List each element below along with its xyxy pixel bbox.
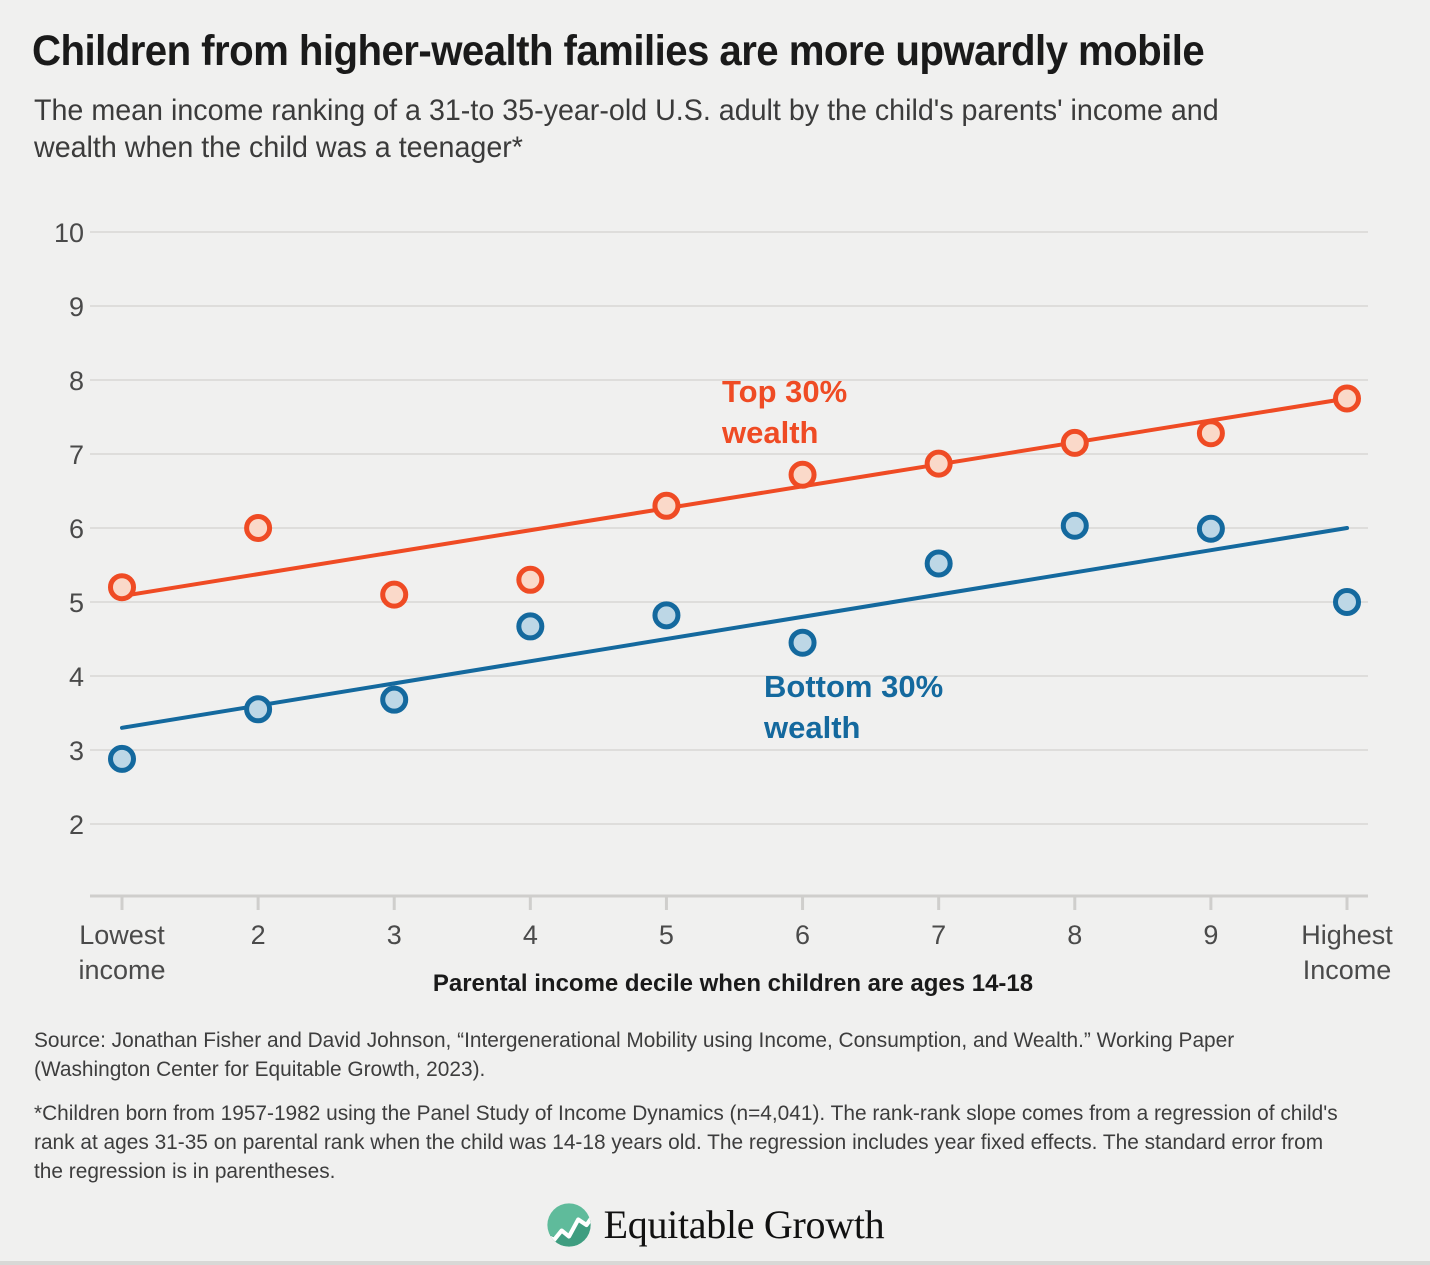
x-tick-label: Highest Income bbox=[1301, 920, 1393, 985]
y-tick-label: 4 bbox=[69, 662, 84, 692]
data-point bbox=[1060, 428, 1089, 457]
data-point bbox=[1196, 419, 1225, 448]
data-point bbox=[380, 580, 409, 609]
data-point bbox=[924, 449, 953, 478]
x-tick-label: Lowest income bbox=[78, 920, 165, 985]
y-tick-label: 5 bbox=[69, 588, 84, 618]
logo-wordmark: Equitable Growth bbox=[603, 1202, 885, 1247]
data-point bbox=[788, 460, 817, 489]
source-text: Source: Jonathan Fisher and David Johnso… bbox=[34, 1028, 1235, 1081]
x-tick-label: 5 bbox=[659, 920, 674, 950]
data-point bbox=[516, 612, 545, 641]
y-tick-label: 9 bbox=[69, 292, 84, 322]
data-point bbox=[924, 549, 953, 578]
page-subtitle: The mean income ranking of a 31-to 35-ye… bbox=[34, 94, 1219, 164]
data-point bbox=[1060, 511, 1089, 540]
y-tick-label: 8 bbox=[69, 366, 84, 396]
series-annotations: Top 30% wealth Bottom 30% wealth bbox=[721, 374, 943, 745]
data-point bbox=[1333, 588, 1361, 616]
equitable-growth-chart-circle-logo bbox=[547, 1203, 591, 1247]
x-axis-tick-labels: Lowest income 2 3 4 5 6 7 8 9 Highest Income bbox=[78, 920, 1393, 985]
data-point bbox=[1333, 384, 1361, 413]
data-point bbox=[244, 514, 273, 542]
x-tick-label: 7 bbox=[931, 920, 946, 950]
scatter-plot: 2 3 4 5 6 7 8 9 10 Lowest income 2 3 4 5 6 7 8 9 Highest In… bbox=[54, 218, 1393, 997]
page-title: Children from higher-wealth families are… bbox=[32, 27, 1205, 75]
gridlines bbox=[90, 231, 1368, 825]
x-tick-label: 8 bbox=[1067, 920, 1082, 950]
data-point bbox=[108, 573, 136, 602]
series-label-top-wealth: Top 30% wealth bbox=[721, 374, 847, 450]
x-axis-title: Parental income decile when children are… bbox=[433, 970, 1033, 997]
brand-logo: Equitable Growth bbox=[0, 1196, 1430, 1254]
y-axis-tick-labels: 2 3 4 5 6 7 8 9 10 bbox=[54, 218, 84, 840]
chart-container: 2 3 4 5 6 7 8 9 10 Lowest income 2 3 4 5 6 7 8 9 Highest In… bbox=[54, 218, 1393, 997]
y-tick-label: 10 bbox=[54, 218, 84, 248]
x-tick-label: 9 bbox=[1203, 920, 1218, 950]
data-point bbox=[652, 601, 681, 630]
x-tick-label: 2 bbox=[251, 920, 266, 950]
y-tick-label: 3 bbox=[69, 736, 84, 766]
bottom-divider bbox=[0, 1261, 1430, 1265]
data-point bbox=[1196, 514, 1225, 543]
trend-line bbox=[120, 396, 1349, 599]
data-point bbox=[652, 491, 681, 520]
data-point bbox=[788, 628, 817, 657]
data-point bbox=[516, 565, 545, 594]
footnote-text: *Children born from 1957-1982 using the … bbox=[34, 1101, 1338, 1183]
series-label-bottom-wealth: Bottom 30% wealth bbox=[763, 669, 943, 745]
trend-lines bbox=[120, 396, 1349, 730]
x-tick-label: 3 bbox=[387, 920, 402, 950]
y-tick-label: 7 bbox=[69, 440, 84, 470]
data-points bbox=[108, 384, 1361, 773]
x-axis bbox=[90, 894, 1368, 910]
data-point bbox=[380, 685, 409, 714]
data-point bbox=[244, 695, 273, 724]
trend-line bbox=[120, 526, 1349, 730]
y-tick-label: 6 bbox=[69, 514, 84, 544]
x-tick-label: 6 bbox=[795, 920, 810, 950]
data-point bbox=[108, 744, 136, 773]
x-tick-label: 4 bbox=[523, 920, 538, 950]
y-tick-label: 2 bbox=[69, 810, 84, 840]
